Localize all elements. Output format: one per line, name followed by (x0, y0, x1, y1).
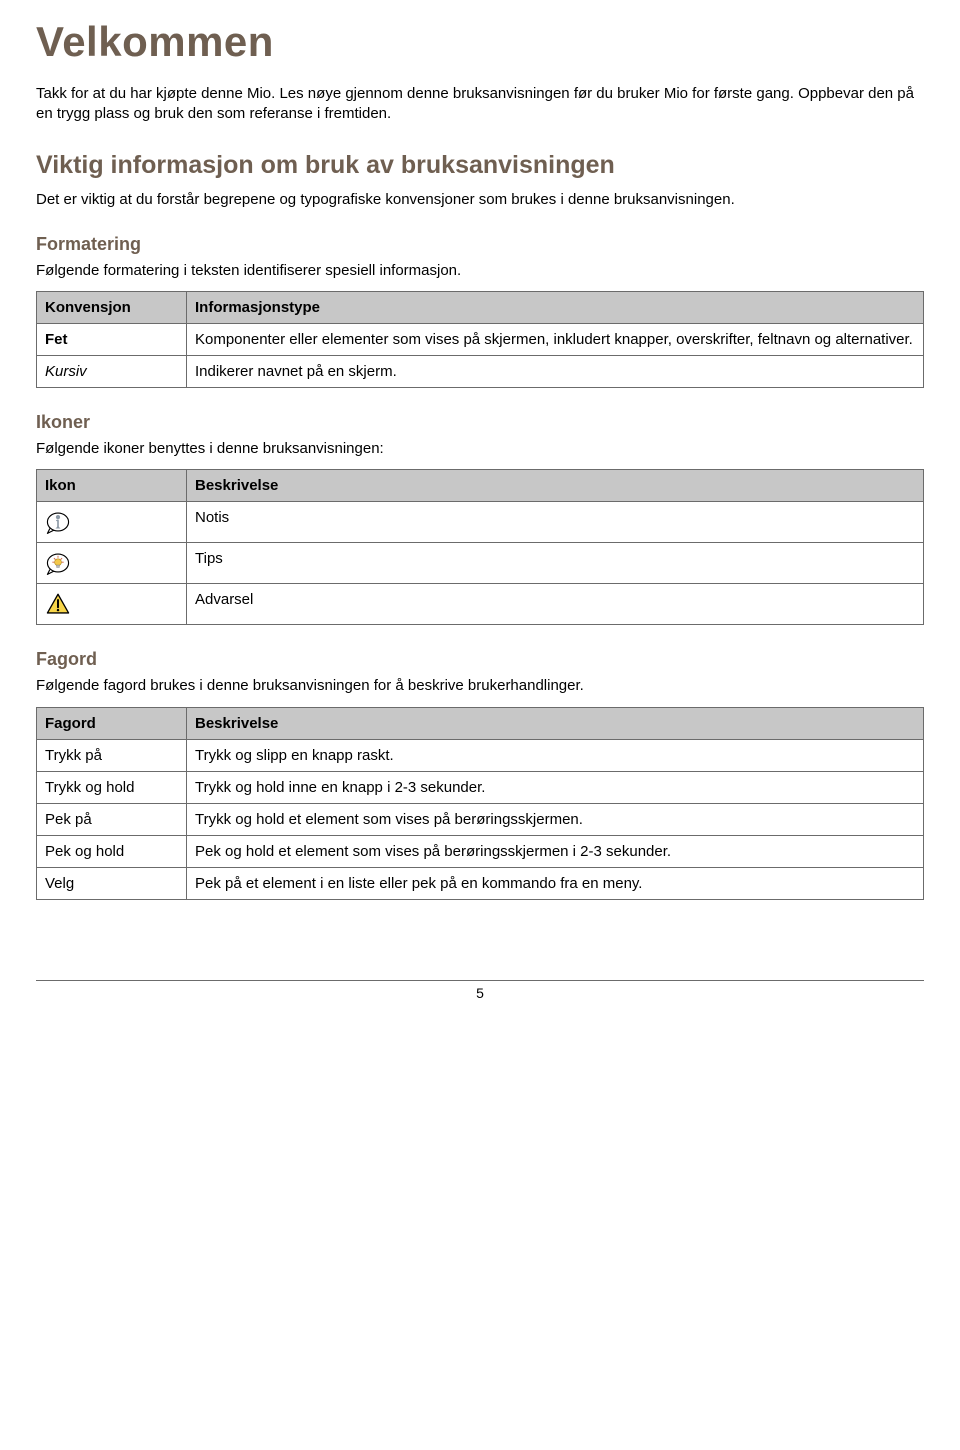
section-info-text: Det er viktig at du forstår begrepene og… (36, 190, 924, 210)
fagord-col-0: Fagord (37, 707, 187, 739)
table-row: Notis (37, 502, 924, 543)
icons-row-1-icon-cell (37, 543, 187, 584)
fagord-row-2-term: Pek på (37, 803, 187, 835)
fagord-row-1-desc: Trykk og hold inne en knapp i 2-3 sekund… (187, 771, 924, 803)
icons-row-0-desc: Notis (187, 502, 924, 543)
fagord-heading: Fagord (36, 649, 924, 670)
table-row: Pek på Trykk og hold et element som vise… (37, 803, 924, 835)
table-row: Kursiv Indikerer navnet på en skjerm. (37, 356, 924, 388)
formatting-row-0-label: Fet (37, 324, 187, 356)
icons-col-1: Beskrivelse (187, 470, 924, 502)
fagord-row-4-desc: Pek på et element i en liste eller pek p… (187, 867, 924, 899)
icons-row-1-desc: Tips (187, 543, 924, 584)
table-row: Trykk og hold Trykk og hold inne en knap… (37, 771, 924, 803)
icons-row-2-desc: Advarsel (187, 584, 924, 625)
warning-icon (45, 591, 71, 617)
intro-paragraph: Takk for at du har kjøpte denne Mio. Les… (36, 84, 924, 125)
formatting-intro: Følgende formatering i teksten identifis… (36, 261, 924, 281)
fagord-row-3-desc: Pek og hold et element som vises på berø… (187, 835, 924, 867)
lightbulb-icon (45, 550, 71, 576)
fagord-row-2-desc: Trykk og hold et element som vises på be… (187, 803, 924, 835)
info-icon (45, 509, 71, 535)
formatting-row-1-desc: Indikerer navnet på en skjerm. (187, 356, 924, 388)
table-row: Advarsel (37, 584, 924, 625)
table-row: Velg Pek på et element i en liste eller … (37, 867, 924, 899)
section-info-heading: Viktig informasjon om bruk av bruksanvis… (36, 151, 924, 180)
page-number: 5 (476, 985, 484, 1001)
icons-row-0-icon-cell (37, 502, 187, 543)
fagord-row-0-term: Trykk på (37, 739, 187, 771)
table-row: Pek og hold Pek og hold et element som v… (37, 835, 924, 867)
icons-row-2-icon-cell (37, 584, 187, 625)
icons-intro: Følgende ikoner benyttes i denne bruksan… (36, 439, 924, 459)
page-footer: 5 (36, 980, 924, 1031)
table-row: Fet Komponenter eller elementer som vise… (37, 324, 924, 356)
formatting-heading: Formatering (36, 234, 924, 255)
formatting-table: Konvensjon Informasjonstype Fet Komponen… (36, 291, 924, 388)
page-title: Velkommen (36, 18, 924, 66)
fagord-row-3-term: Pek og hold (37, 835, 187, 867)
formatting-col-0: Konvensjon (37, 292, 187, 324)
formatting-row-0-desc: Komponenter eller elementer som vises på… (187, 324, 924, 356)
fagord-row-0-desc: Trykk og slipp en knapp raskt. (187, 739, 924, 771)
icons-heading: Ikoner (36, 412, 924, 433)
fagord-table: Fagord Beskrivelse Trykk på Trykk og sli… (36, 707, 924, 900)
icons-col-0: Ikon (37, 470, 187, 502)
formatting-col-1: Informasjonstype (187, 292, 924, 324)
fagord-row-1-term: Trykk og hold (37, 771, 187, 803)
fagord-row-4-term: Velg (37, 867, 187, 899)
fagord-col-1: Beskrivelse (187, 707, 924, 739)
formatting-row-1-label: Kursiv (37, 356, 187, 388)
fagord-intro: Følgende fagord brukes i denne bruksanvi… (36, 676, 924, 696)
table-row: Trykk på Trykk og slipp en knapp raskt. (37, 739, 924, 771)
table-row: Tips (37, 543, 924, 584)
icons-table: Ikon Beskrivelse Notis (36, 469, 924, 625)
